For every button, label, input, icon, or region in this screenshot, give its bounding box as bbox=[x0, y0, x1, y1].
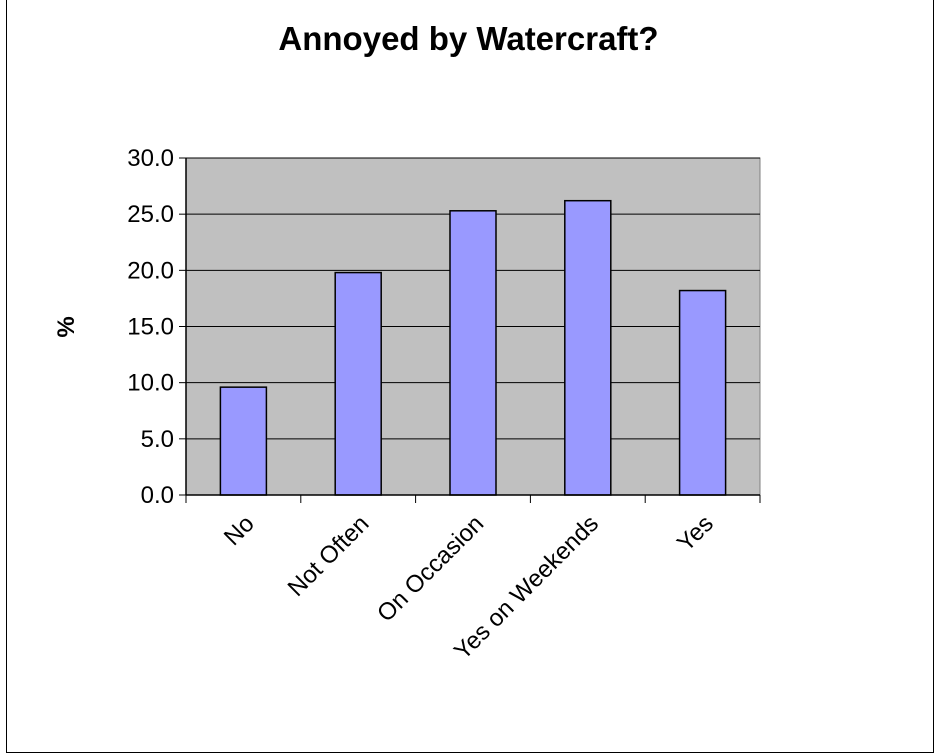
y-tick-label: 15.0 bbox=[127, 314, 174, 341]
category-label: Not Often bbox=[283, 510, 375, 602]
y-tick-label: 25.0 bbox=[127, 201, 174, 228]
y-tick-label: 5.0 bbox=[141, 426, 174, 453]
y-axis-title: % bbox=[53, 316, 80, 337]
axes bbox=[179, 157, 761, 503]
category-label: Yes bbox=[672, 510, 719, 557]
bar bbox=[219, 386, 268, 496]
y-tick-label: 10.0 bbox=[127, 370, 174, 397]
y-tick-label: 30.0 bbox=[127, 145, 174, 172]
category-label: On Occasion bbox=[372, 510, 489, 627]
y-tick-label: 0.0 bbox=[141, 482, 174, 509]
bar bbox=[334, 271, 382, 496]
chart-title: Annoyed by Watercraft? bbox=[278, 20, 659, 57]
bar bbox=[449, 210, 497, 496]
bar bbox=[564, 199, 612, 496]
category-label: No bbox=[219, 510, 260, 551]
y-tick-labels: 0.0 5.0 10.0 15.0 20.0 25.0 30.0 bbox=[127, 145, 174, 509]
bar bbox=[678, 289, 727, 496]
y-tick-label: 20.0 bbox=[127, 257, 174, 284]
